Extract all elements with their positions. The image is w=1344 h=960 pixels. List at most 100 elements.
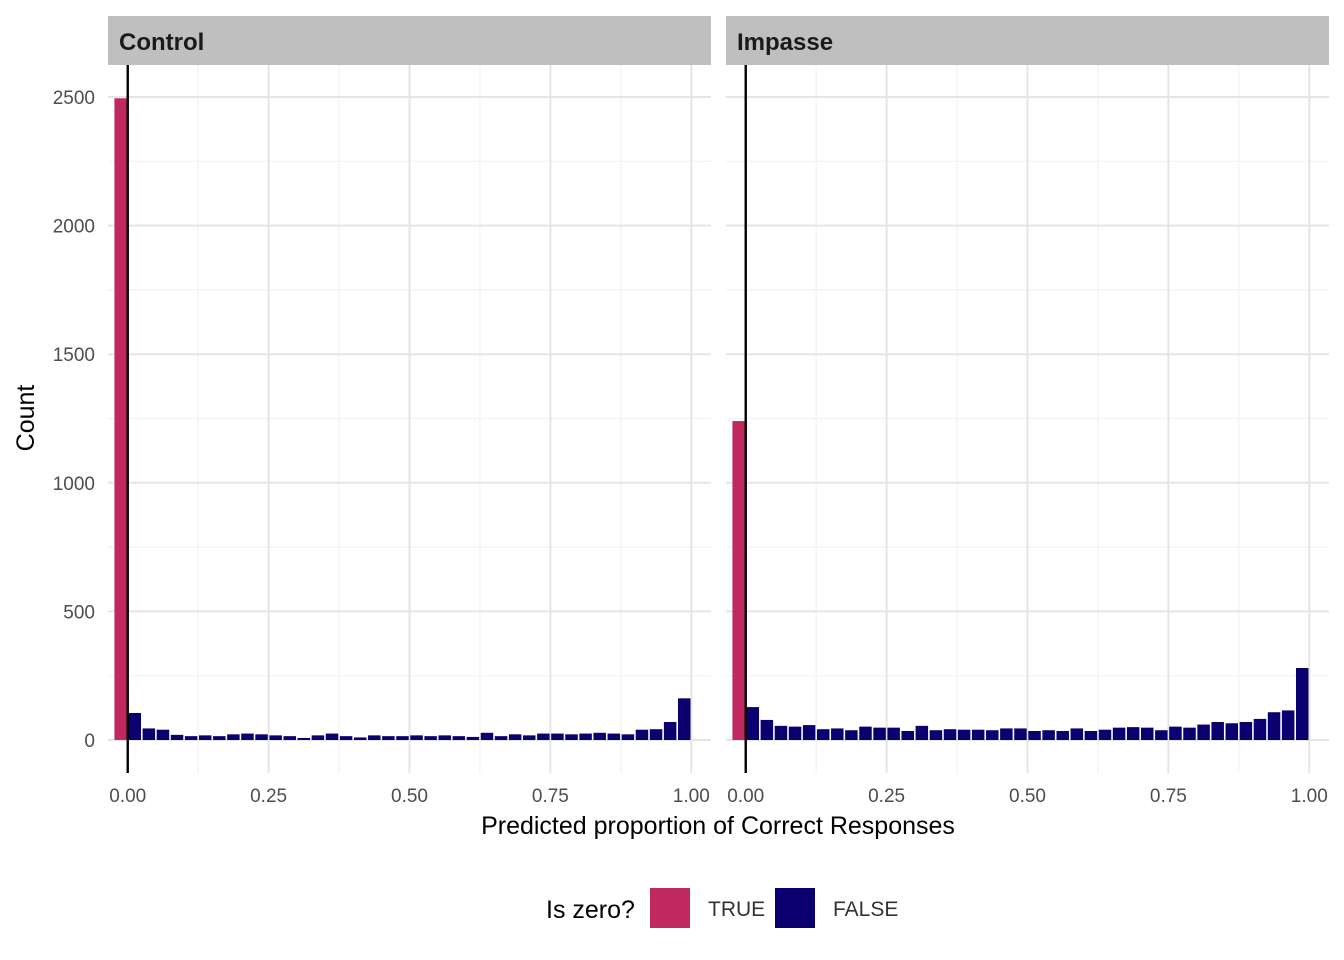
panel-strip-label: Impasse — [737, 29, 833, 56]
x-tick-label: 0.00 — [109, 786, 146, 807]
bar — [382, 736, 395, 740]
bar-zero — [114, 98, 127, 740]
bar — [635, 729, 649, 740]
bar — [746, 707, 760, 740]
bar — [213, 736, 226, 740]
bar — [311, 735, 325, 740]
bar — [452, 736, 466, 740]
panel-strip — [108, 16, 711, 65]
bar — [1014, 728, 1027, 740]
bar — [845, 730, 858, 740]
bar — [1253, 718, 1267, 740]
bar — [184, 736, 198, 740]
bar — [1169, 726, 1182, 740]
x-tick-label: 0.25 — [868, 786, 905, 807]
bar — [1000, 728, 1013, 740]
y-axis-title: Count — [12, 385, 40, 452]
bar — [353, 737, 367, 740]
bar — [508, 734, 522, 740]
x-tick-label: 0.75 — [532, 786, 569, 807]
bar — [466, 736, 480, 740]
y-tick-label: 1000 — [53, 474, 95, 495]
bar — [649, 729, 663, 740]
bar — [901, 730, 914, 740]
bar — [269, 735, 282, 740]
bar — [1155, 730, 1168, 740]
x-tick-label: 0.00 — [727, 786, 764, 807]
x-tick-label: 0.25 — [250, 786, 287, 807]
bar — [1112, 727, 1126, 740]
bar — [1197, 724, 1210, 740]
bar — [943, 729, 957, 740]
bar — [873, 727, 886, 740]
bar — [957, 729, 971, 740]
bar — [1042, 730, 1055, 740]
legend-title: Is zero? — [546, 896, 635, 924]
bar — [831, 728, 844, 740]
bar — [339, 736, 353, 740]
bar — [551, 733, 564, 740]
panel-control: Control 0.00 0.25 0.50 0.75 1.00 0 500 1000 1500 2… — [53, 16, 711, 807]
x-tick-label: 1.00 — [1291, 786, 1328, 807]
x-tick-label: 0.75 — [1150, 786, 1187, 807]
panel-strip — [726, 16, 1329, 65]
bar — [170, 734, 184, 740]
bar — [1281, 710, 1295, 740]
bar — [1126, 727, 1140, 740]
bar — [774, 725, 788, 740]
bar — [593, 732, 606, 740]
bar — [607, 733, 621, 740]
bar — [438, 735, 451, 740]
bar — [523, 735, 536, 740]
bar — [1141, 727, 1154, 740]
y-tick-label: 2500 — [53, 88, 95, 109]
bar — [1211, 721, 1224, 740]
y-tick-label: 500 — [63, 602, 95, 623]
legend-swatch-true — [650, 888, 690, 928]
bar — [241, 733, 254, 740]
bar — [887, 727, 900, 740]
bar — [1267, 712, 1281, 740]
bar — [368, 735, 381, 740]
bar — [677, 698, 691, 740]
bar-zero — [732, 421, 745, 740]
bar — [621, 734, 635, 740]
panel-impasse: Impasse 0.00 0.25 0.50 0.75 1.00 — [726, 16, 1329, 807]
bar — [986, 730, 999, 740]
bar — [802, 725, 816, 740]
bar — [283, 736, 296, 740]
bar — [859, 726, 872, 740]
bar — [971, 729, 985, 740]
y-tick-label: 0 — [84, 731, 95, 752]
bar — [1225, 723, 1239, 740]
bar — [494, 736, 508, 740]
bar — [816, 729, 830, 740]
bar — [1098, 729, 1112, 740]
bar — [929, 730, 943, 740]
bar — [227, 734, 240, 740]
bar — [760, 719, 774, 740]
y-tick-label: 2000 — [53, 217, 95, 238]
bar — [1056, 730, 1069, 740]
bar — [410, 735, 423, 740]
bar — [1028, 730, 1041, 740]
bar — [396, 736, 409, 740]
bar — [565, 734, 578, 740]
bar — [1239, 721, 1253, 740]
bar — [480, 732, 494, 740]
bar — [537, 733, 550, 740]
bar — [325, 733, 339, 740]
bar — [915, 725, 929, 740]
bar — [198, 735, 212, 740]
x-tick-label: 0.50 — [391, 786, 428, 807]
bar — [424, 736, 437, 740]
bar — [156, 729, 170, 740]
legend-label-false: FALSE — [833, 898, 898, 921]
bar — [788, 726, 802, 740]
panel-strip-label: Control — [119, 29, 204, 56]
bar — [128, 712, 142, 740]
bar — [1295, 667, 1309, 740]
panels: Control 0.00 0.25 0.50 0.75 1.00 0 500 1000 1500 2… — [53, 16, 1329, 807]
legend: Is zero? TRUE FALSE — [546, 888, 898, 928]
